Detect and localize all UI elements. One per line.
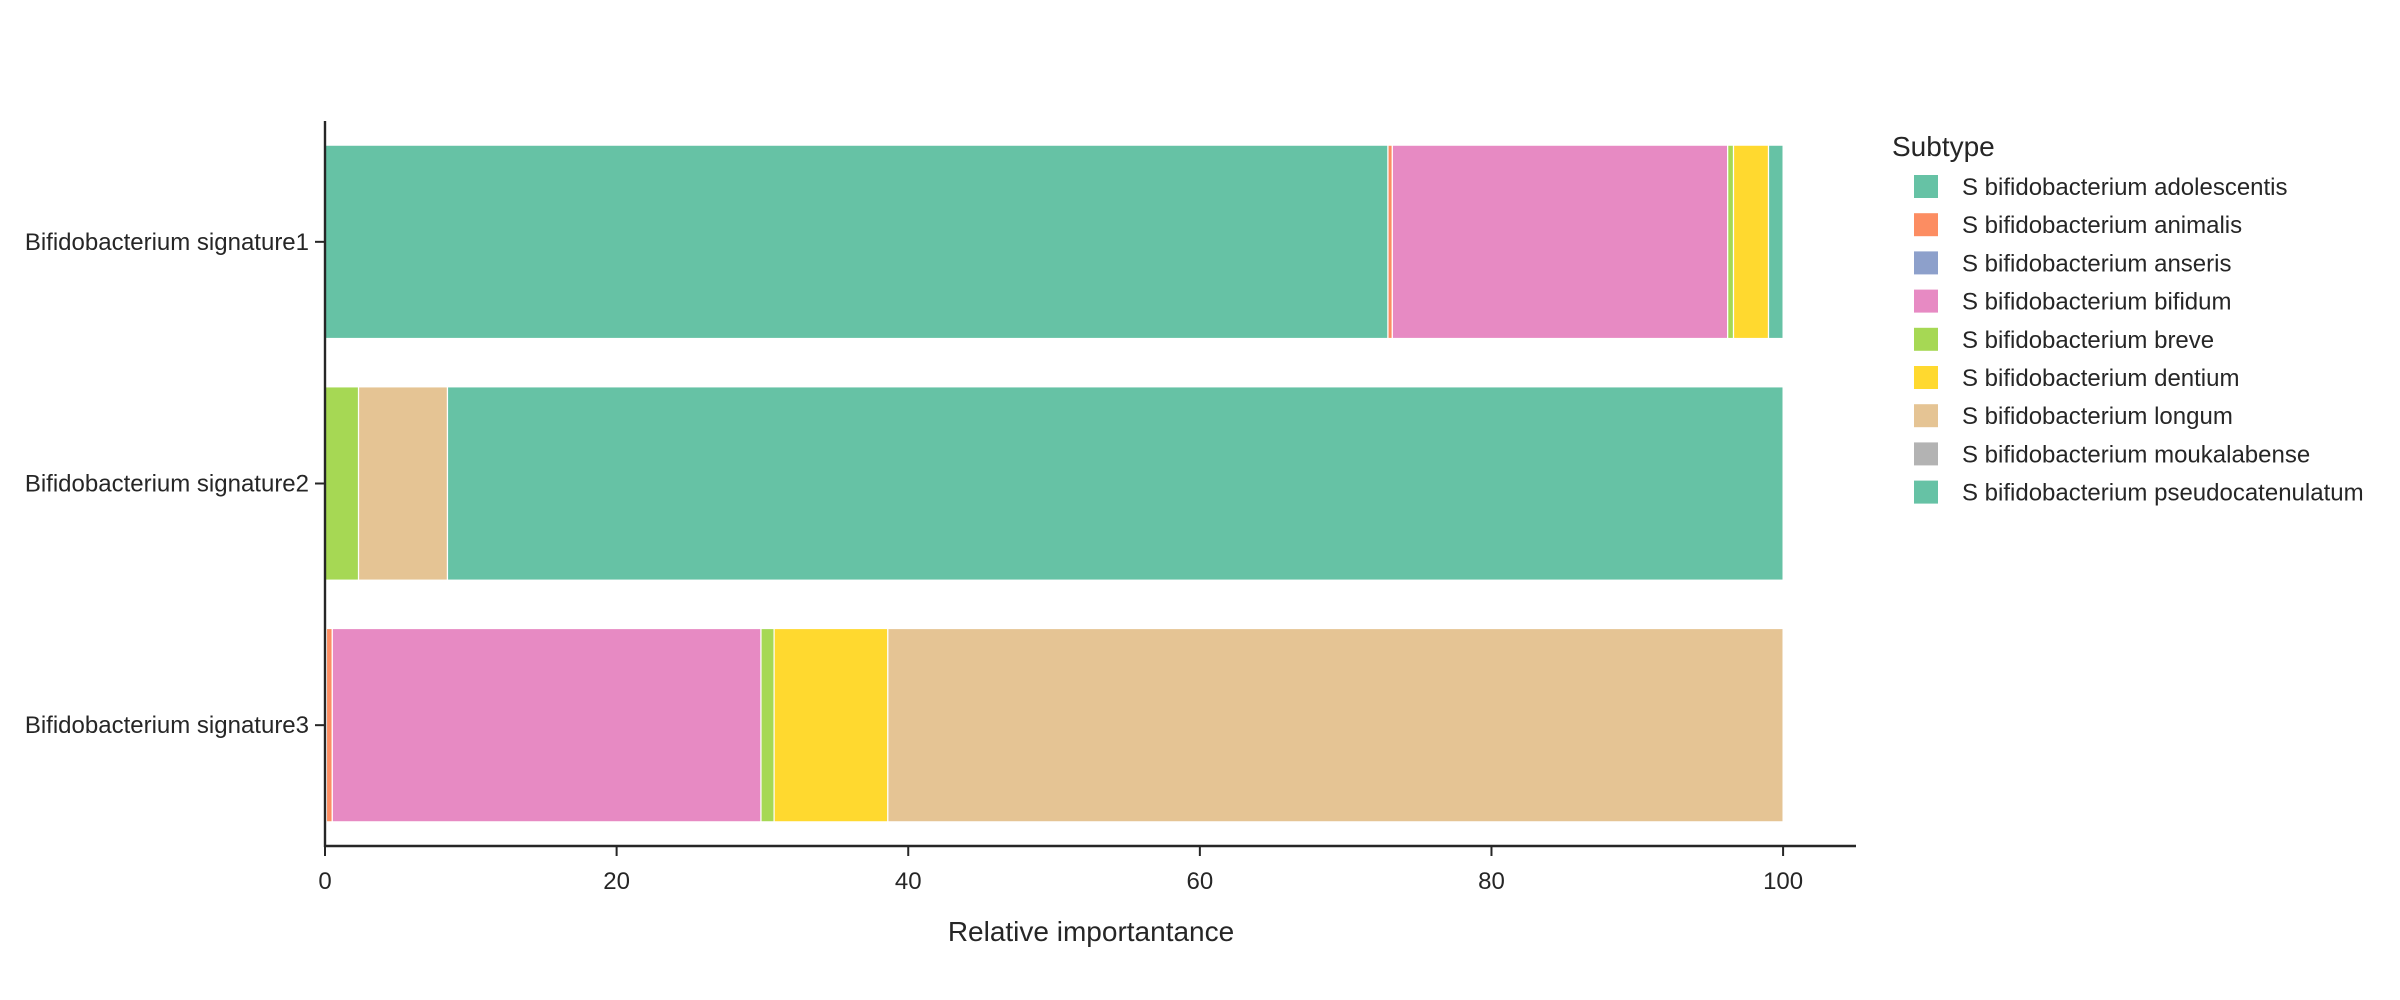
bar-segment: [331, 627, 762, 823]
bar-segment: [446, 386, 1784, 581]
bar-segment: [324, 144, 1389, 340]
legend-label: S bifidobacterium animalis: [1962, 212, 2242, 239]
legend-label: S bifidobacterium anseris: [1962, 250, 2231, 277]
legend-label: S bifidobacterium moukalabense: [1962, 441, 2310, 468]
bar-segment: [773, 627, 889, 823]
x-axis-title: Relative importantance: [948, 916, 1234, 947]
y-tick-label: Bifidobacterium signature3: [25, 712, 309, 739]
y-tick-label: Bifidobacterium signature2: [25, 471, 309, 498]
bar-segment: [887, 627, 1784, 823]
x-tick-label: 20: [603, 868, 630, 895]
bar-segment: [1727, 144, 1735, 340]
legend-label: S bifidobacterium longum: [1962, 403, 2233, 430]
bar-segment: [324, 386, 360, 581]
legend-title: Subtype: [1892, 131, 1995, 162]
legend-swatch: [1914, 480, 1938, 504]
x-tick-label: 100: [1763, 868, 1803, 895]
bar-segment: [760, 627, 775, 823]
x-tick-label: 0: [318, 868, 331, 895]
legend-swatch: [1914, 251, 1938, 275]
legend-swatch: [1914, 404, 1938, 428]
legend-label: S bifidobacterium adolescentis: [1962, 174, 2288, 201]
legend: Subtype S bifidobacterium adolescentis S …: [1892, 131, 2364, 507]
legend-label: S bifidobacterium pseudocatenulatum: [1962, 480, 2364, 507]
legend-label: S bifidobacterium dentium: [1962, 365, 2239, 392]
bar-segment: [325, 627, 333, 823]
legend-swatch: [1914, 289, 1938, 313]
legend-label: S bifidobacterium breve: [1962, 327, 2214, 354]
bar-segment: [1732, 144, 1770, 340]
x-tick-label: 60: [1187, 868, 1214, 895]
bar-segment: [1767, 144, 1784, 340]
bars-layer: [324, 144, 1784, 823]
bar-segment: [1387, 144, 1393, 340]
y-tick-label: Bifidobacterium signature1: [25, 229, 309, 256]
legend-swatch: [1914, 442, 1938, 466]
legend-swatch: [1914, 213, 1938, 237]
legend-swatch: [1914, 175, 1938, 198]
legend-swatch: [1914, 327, 1938, 351]
x-tick-label: 40: [895, 868, 922, 895]
legend-swatch: [1914, 366, 1938, 389]
y-ticks: Bifidobacterium signature1 Bifidobacteriu…: [25, 229, 325, 739]
legend-label: S bifidobacterium bifidum: [1962, 289, 2231, 316]
x-ticks: 0 20 40 60 80 100: [318, 846, 1803, 895]
x-tick-label: 80: [1478, 868, 1505, 895]
bar-segment: [1391, 144, 1729, 340]
bar-segment: [357, 386, 449, 581]
